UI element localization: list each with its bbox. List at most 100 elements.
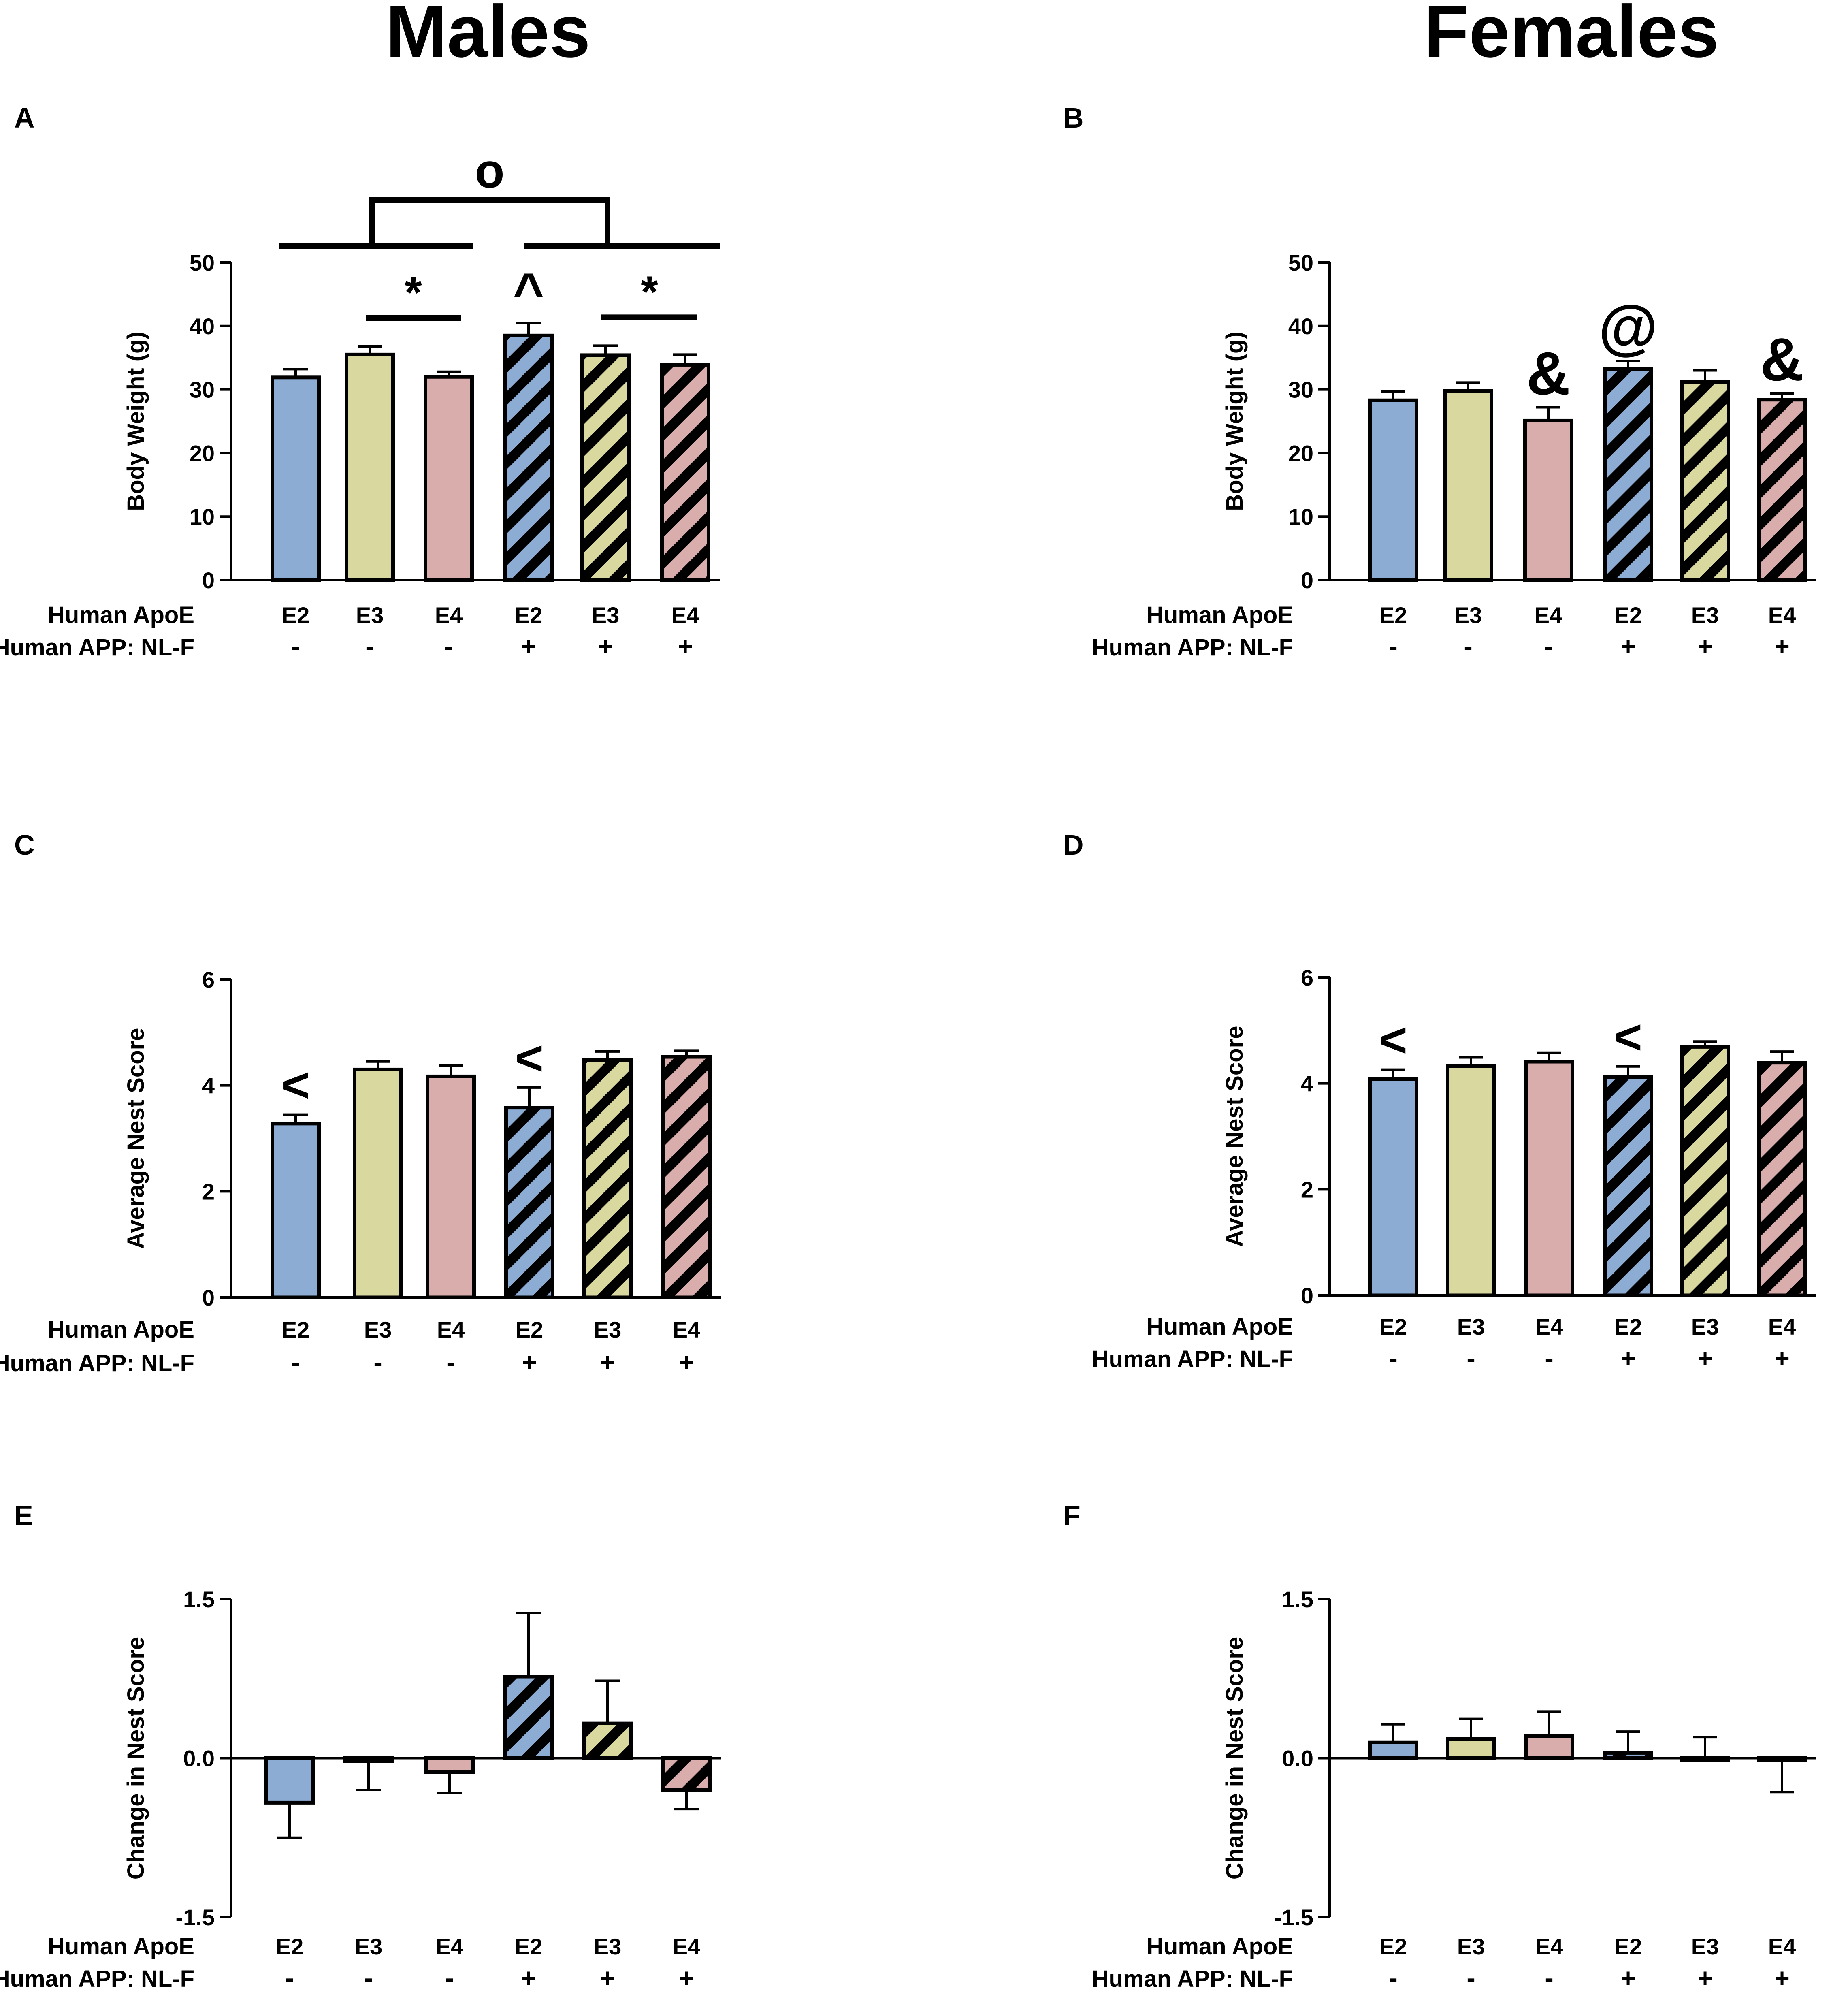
x-tick-label-apoe: E2 (1379, 1934, 1407, 1959)
bar (272, 1123, 319, 1297)
bar (1447, 1066, 1494, 1295)
significance-mark: < (281, 1058, 310, 1112)
x-tick-label-app: - (445, 1963, 454, 1992)
x-tick-label-app: + (522, 1348, 537, 1377)
significance-mark: < (1379, 1013, 1407, 1067)
bar-hatch (505, 335, 552, 580)
x-tick-label-apoe: E4 (436, 1934, 464, 1959)
bar (1370, 1742, 1417, 1758)
y-tick-label: 1.5 (1282, 1587, 1313, 1612)
panel-f: F -1.5 0.0 1.5 Change in Nest Score E2 - E3 - E4 -… (1063, 1500, 1816, 1992)
x-tick-label-app: + (1620, 1344, 1635, 1373)
y-tick-label: 0.0 (183, 1746, 215, 1771)
bar-hatch (506, 1107, 553, 1297)
y-tick-label: 50 (1288, 250, 1313, 275)
x-tick-label-apoe: E3 (364, 1317, 392, 1342)
bar-hatch (1605, 1077, 1652, 1295)
x-tick-label-app: + (1697, 1963, 1712, 1992)
bar (266, 1758, 313, 1803)
y-tick-label: 20 (1288, 440, 1313, 466)
bar-hatch (584, 1723, 631, 1758)
y-tick-label: 6 (202, 967, 215, 992)
x-tick-label-app: - (291, 632, 300, 661)
x-tick-label-apoe: E4 (673, 1317, 701, 1342)
x-tick-label-apoe: E4 (671, 602, 699, 628)
significance-mark: & (1526, 339, 1570, 407)
y-tick-label: 4 (1301, 1071, 1313, 1096)
group-bracket (369, 197, 610, 246)
x-tick-label-apoe: E3 (594, 1934, 622, 1959)
y-tick-label: 50 (190, 250, 215, 275)
x-tick-label-apoe: E3 (594, 1317, 622, 1342)
bar (1447, 1739, 1494, 1758)
x-tick-label-app: - (446, 1348, 455, 1377)
x-tick-label-apoe: E3 (1691, 1934, 1719, 1959)
x-tick-label-apoe: E2 (1379, 1314, 1407, 1340)
x-tick-label-app: + (1774, 1963, 1789, 1992)
y-tick-label: 0 (1301, 1283, 1313, 1308)
x-tick-label-app: + (521, 632, 536, 661)
x-tick-label-apoe: E4 (673, 1934, 701, 1959)
x-tick-label-apoe: E3 (1457, 1934, 1485, 1959)
significance-mark: o (475, 144, 504, 198)
bar (1525, 420, 1572, 580)
bar (346, 354, 393, 580)
x-tick-label-app: + (1774, 1344, 1789, 1373)
x-tick-label-app: - (1544, 632, 1552, 661)
bar-hatch (662, 365, 709, 580)
row-label-apoe: Human ApoE (1147, 1314, 1293, 1340)
significance-mark: & (1760, 325, 1804, 393)
x-tick-label-app: + (1697, 1344, 1712, 1373)
x-tick-label-apoe: E2 (276, 1934, 304, 1959)
significance-mark: * (641, 267, 658, 317)
x-tick-label-apoe: E4 (1535, 1314, 1563, 1340)
x-tick-label-apoe: E2 (516, 1317, 544, 1342)
x-tick-label-app: + (678, 632, 693, 661)
y-tick-label: 40 (190, 314, 215, 339)
row-label-apoe: Human ApoE (1147, 602, 1293, 628)
bar-hatch (1682, 382, 1729, 580)
row-label-app: Human APP: NL-F (1092, 1346, 1293, 1372)
row-label-apoe: Human ApoE (1147, 1933, 1293, 1960)
x-tick-label-apoe: E4 (437, 1317, 465, 1342)
bar (427, 1076, 474, 1297)
row-label-apoe: Human ApoE (48, 602, 194, 628)
panel-letter: C (14, 829, 35, 861)
x-tick-label-apoe: E2 (515, 602, 543, 628)
bar (272, 377, 319, 580)
bar-hatch (1605, 369, 1652, 580)
panel-letter: A (14, 102, 35, 134)
y-tick-label: 20 (190, 440, 215, 466)
bar-hatch (1758, 399, 1805, 580)
x-tick-label-app: + (679, 1348, 694, 1377)
y-axis-label: Change in Nest Score (123, 1637, 149, 1879)
bar (1370, 400, 1417, 580)
y-tick-label: 1.5 (183, 1587, 215, 1612)
x-tick-label-apoe: E4 (1535, 1934, 1563, 1959)
x-tick-label-apoe: E3 (1454, 602, 1482, 628)
x-tick-label-apoe: E4 (1768, 602, 1796, 628)
panel-b: B 0 10 20 30 40 50 Body Weight (g) E2 - E3 - E4 - E2 + E… (1063, 102, 1816, 661)
column-title-males: Males (386, 0, 590, 73)
y-axis-label: Change in Nest Score (1221, 1637, 1248, 1879)
column-title-females: Females (1424, 0, 1719, 73)
panel-d: D 0 2 4 6 Average Nest Score E2 - E3 - E4 - E2 + E3 + E4… (1063, 829, 1816, 1373)
x-tick-label-app: + (1620, 1963, 1635, 1992)
x-tick-label-app: - (444, 632, 453, 661)
y-tick-label: 30 (190, 377, 215, 403)
x-tick-label-apoe: E2 (282, 602, 310, 628)
bar (1445, 390, 1492, 580)
bar (1526, 1736, 1573, 1758)
significance-mark: * (405, 268, 422, 318)
y-tick-label: 0 (202, 567, 215, 593)
y-tick-label: 0 (1301, 567, 1313, 593)
x-tick-label-app: + (1620, 632, 1635, 661)
x-tick-label-app: - (1464, 632, 1472, 661)
y-axis-label: Average Nest Score (123, 1028, 149, 1249)
x-tick-label-apoe: E2 (1614, 1314, 1642, 1340)
panel-c: C 0 2 4 6 Average Nest Score E2 - E3 - E4 - E2 + E3 + E4… (0, 829, 721, 1377)
x-tick-label-app: + (600, 1348, 615, 1377)
y-tick-label: 30 (1288, 377, 1313, 403)
row-label-apoe: Human ApoE (48, 1933, 194, 1960)
